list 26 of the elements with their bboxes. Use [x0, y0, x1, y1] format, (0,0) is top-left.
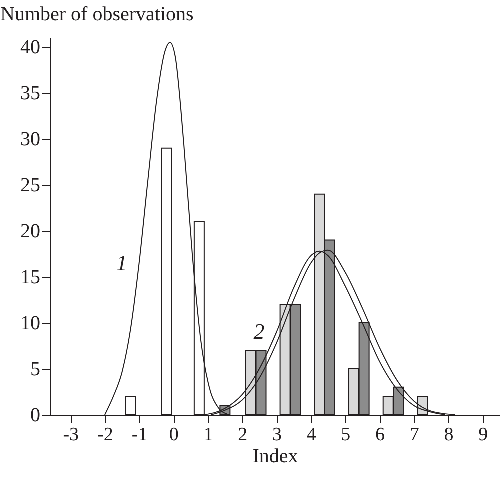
y-tick-label: 25	[20, 174, 40, 197]
y-tick-label: 30	[20, 128, 40, 151]
x-tick-label: 5	[341, 424, 351, 446]
annotation: 2	[254, 319, 265, 344]
x-tick-label: -3	[63, 424, 80, 446]
x-tick-label: 1	[204, 424, 214, 446]
x-tick-label: -1	[132, 424, 148, 446]
x-tick-label: 0	[169, 424, 179, 446]
x-tick-label: -2	[98, 424, 114, 446]
y-tick-label: 20	[20, 220, 40, 243]
x-axis-title: Index	[252, 446, 298, 468]
y-tick-label: 0	[30, 404, 40, 426]
y-axis-title: Number of observations	[0, 4, 194, 26]
x-tick-label: 4	[306, 424, 317, 446]
y-tick-label: 35	[20, 82, 40, 105]
y-tick-label: 5	[30, 358, 40, 381]
x-tick-label: 6	[376, 424, 386, 446]
x-tick-label: 8	[444, 424, 454, 446]
x-tick-label: 9	[478, 424, 488, 446]
annotation: 1	[116, 250, 128, 276]
x-tick-label: 7	[410, 424, 420, 446]
y-tick-label: 15	[20, 266, 40, 289]
x-tick-label: 3	[272, 424, 282, 446]
y-tick-label: 40	[20, 36, 40, 59]
y-tick-label: 10	[20, 312, 40, 335]
x-tick-label: 2	[238, 424, 248, 446]
